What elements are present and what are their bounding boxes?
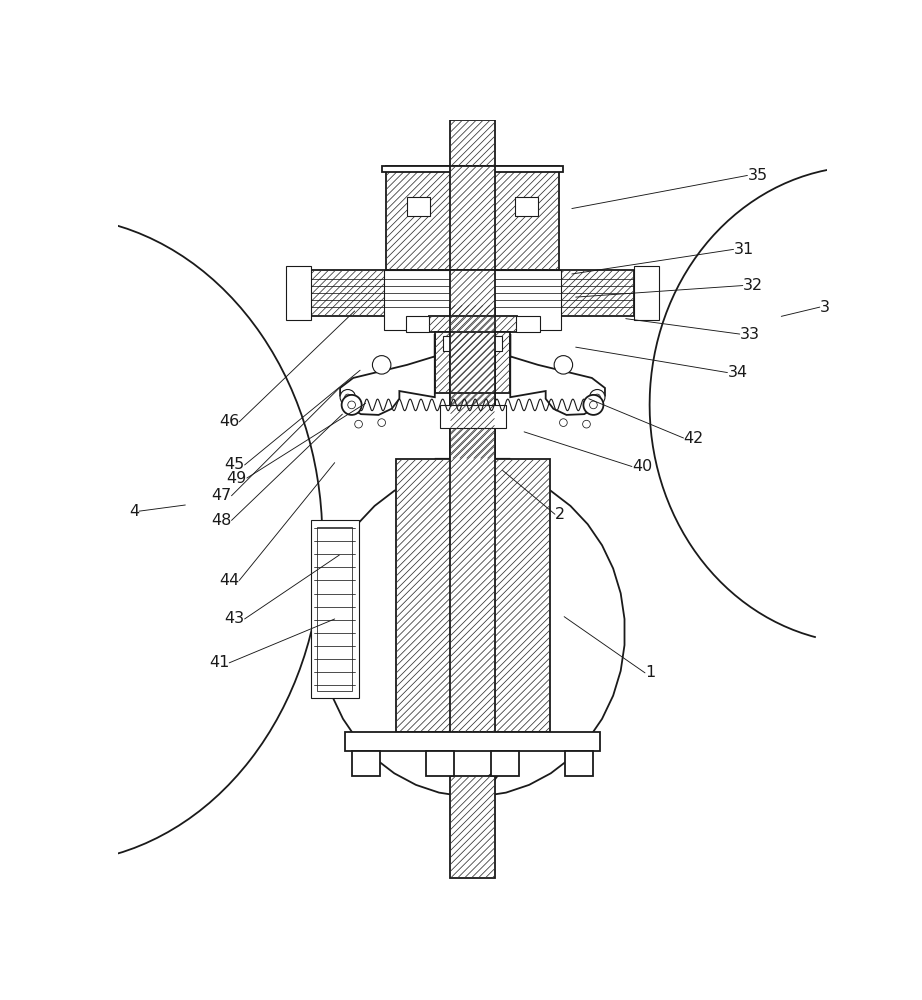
Text: 40: 40 [632, 459, 652, 474]
Bar [386, 166, 559, 270]
Bar [429, 316, 517, 332]
Text: 42: 42 [683, 431, 703, 446]
Circle shape [345, 394, 351, 400]
Bar [634, 266, 659, 320]
Bar [406, 316, 429, 332]
Text: 45: 45 [224, 457, 244, 472]
Bar [450, 120, 495, 166]
Text: 32: 32 [743, 278, 762, 293]
Bar [346, 732, 599, 751]
Circle shape [342, 395, 361, 415]
Text: 48: 48 [211, 513, 231, 528]
Bar [311, 270, 634, 316]
Polygon shape [510, 334, 605, 415]
Text: 4: 4 [129, 504, 139, 519]
Bar [565, 751, 593, 776]
Bar [450, 166, 495, 270]
Polygon shape [321, 459, 624, 796]
Bar [450, 776, 495, 878]
Bar [311, 520, 359, 698]
Bar [514, 197, 538, 216]
Circle shape [589, 401, 597, 409]
Bar [443, 336, 469, 351]
Text: 33: 33 [739, 327, 760, 342]
Text: 31: 31 [734, 242, 754, 257]
Text: 44: 44 [219, 573, 239, 588]
Bar [384, 270, 561, 330]
Circle shape [560, 419, 567, 426]
Bar [440, 405, 505, 428]
Bar [450, 305, 495, 732]
Text: 41: 41 [208, 655, 230, 670]
Bar [491, 751, 519, 776]
Circle shape [584, 395, 603, 415]
Circle shape [348, 401, 356, 409]
Text: 34: 34 [727, 365, 748, 380]
Circle shape [583, 420, 590, 428]
Text: 49: 49 [227, 471, 247, 486]
Bar [450, 270, 495, 316]
Circle shape [589, 389, 605, 405]
Circle shape [594, 394, 600, 400]
Text: 1: 1 [645, 665, 656, 680]
Text: 3: 3 [820, 300, 830, 315]
Bar [435, 332, 510, 393]
Circle shape [340, 389, 356, 405]
Circle shape [372, 356, 391, 374]
Circle shape [554, 356, 573, 374]
Text: 47: 47 [211, 488, 231, 503]
Bar [450, 393, 495, 459]
Bar [352, 751, 380, 776]
Circle shape [378, 419, 385, 426]
Bar [426, 751, 454, 776]
Text: 46: 46 [219, 414, 239, 429]
Bar [476, 336, 502, 351]
Bar [450, 332, 495, 393]
Text: 2: 2 [555, 507, 565, 522]
Bar [317, 527, 352, 691]
Bar [408, 197, 431, 216]
Bar [450, 166, 495, 270]
Text: 35: 35 [748, 168, 767, 183]
Bar [516, 316, 539, 332]
Bar [286, 266, 311, 320]
Circle shape [355, 420, 362, 428]
Bar [396, 459, 550, 732]
Text: 43: 43 [224, 611, 244, 626]
Polygon shape [340, 334, 435, 415]
Bar [383, 166, 562, 172]
